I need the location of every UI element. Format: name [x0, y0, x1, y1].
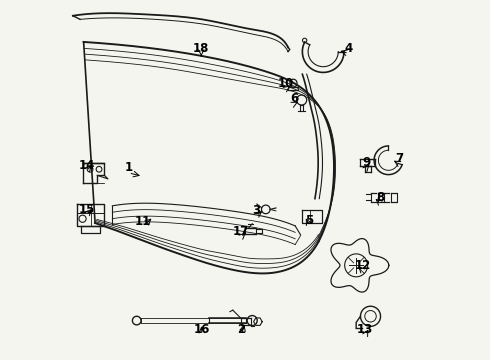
Text: 13: 13	[357, 323, 373, 336]
Text: 15: 15	[78, 203, 95, 216]
Text: 9: 9	[363, 156, 371, 168]
Text: 11: 11	[135, 215, 151, 228]
Text: 4: 4	[345, 41, 353, 54]
Text: 1: 1	[124, 161, 132, 174]
Text: 10: 10	[278, 77, 294, 90]
Text: 14: 14	[78, 159, 95, 172]
Text: 2: 2	[237, 323, 245, 336]
Text: 12: 12	[354, 259, 371, 272]
Text: 17: 17	[233, 225, 249, 238]
Text: 6: 6	[291, 92, 298, 105]
Text: 3: 3	[252, 204, 260, 217]
Text: 5: 5	[305, 214, 314, 227]
Text: 18: 18	[193, 41, 209, 54]
Text: 7: 7	[395, 152, 403, 165]
Text: 16: 16	[194, 323, 210, 336]
Text: 8: 8	[376, 192, 385, 204]
